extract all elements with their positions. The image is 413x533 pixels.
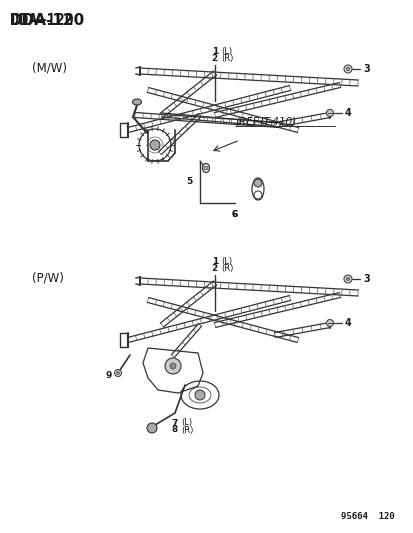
Text: 9: 9 [105, 370, 112, 379]
Text: (R): (R) [221, 264, 233, 273]
Text: 2: 2 [211, 264, 218, 273]
Circle shape [254, 179, 261, 187]
Text: (L): (L) [180, 418, 192, 427]
Circle shape [150, 140, 159, 150]
Circle shape [204, 166, 207, 170]
Text: 95664  120: 95664 120 [340, 512, 394, 521]
Text: (R): (R) [180, 425, 193, 434]
Text: 5: 5 [186, 176, 192, 185]
Circle shape [147, 423, 157, 433]
Text: DDA-120: DDA-120 [10, 13, 85, 28]
Text: (REF.IT-410): (REF.IT-410) [235, 116, 295, 126]
Text: 6: 6 [231, 210, 237, 219]
Text: 8: 8 [171, 425, 178, 434]
Circle shape [114, 369, 121, 376]
Text: 7: 7 [171, 418, 178, 427]
Circle shape [195, 390, 204, 400]
Circle shape [343, 275, 351, 283]
Text: 4: 4 [344, 318, 351, 328]
Text: (R): (R) [221, 54, 233, 63]
Text: 1: 1 [211, 257, 218, 266]
Circle shape [326, 319, 333, 327]
Circle shape [343, 65, 351, 73]
Circle shape [170, 363, 176, 369]
Text: 3: 3 [362, 64, 369, 74]
Text: 1: 1 [211, 47, 218, 56]
Circle shape [326, 109, 333, 117]
Text: (L): (L) [221, 257, 232, 266]
Circle shape [345, 277, 349, 281]
Text: (P/W): (P/W) [32, 271, 64, 284]
Circle shape [116, 372, 119, 375]
Text: 3: 3 [362, 274, 369, 284]
Text: (L): (L) [221, 47, 232, 56]
Ellipse shape [132, 99, 141, 105]
Circle shape [165, 358, 180, 374]
Text: DDA−120: DDA−120 [10, 13, 74, 28]
Text: 6: 6 [231, 210, 237, 219]
Text: (M/W): (M/W) [32, 61, 67, 74]
Text: 4: 4 [344, 108, 351, 118]
Text: 2: 2 [211, 54, 218, 63]
Circle shape [345, 67, 349, 71]
